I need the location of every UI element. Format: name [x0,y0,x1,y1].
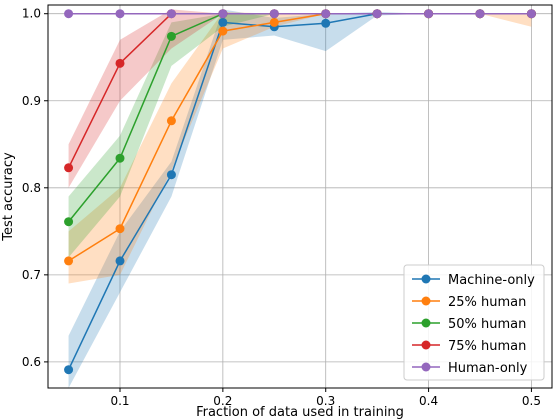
data-point [218,17,228,27]
data-point [372,9,382,19]
legend: Machine-only 25% human 50% human 75% human H… [403,264,545,381]
plot-frame [47,4,553,389]
confidence-bands [68,9,532,389]
data-point [115,256,125,266]
legend-label: 50% human [448,317,526,332]
data-point [269,17,279,27]
series-points [64,9,536,375]
data-point [115,58,125,68]
data-point [424,9,434,19]
data-point [166,9,176,19]
legend-marker [421,318,431,328]
data-point [218,26,228,36]
series-lines [67,12,532,371]
legend-marker [421,274,431,284]
data-point [166,170,176,180]
y-tick-label: 0.7 [22,268,41,282]
legend-marker [421,362,431,372]
data-point [269,9,279,19]
data-point [64,163,74,173]
legend-marker [421,296,431,306]
data-point [321,9,331,19]
x-tick-label: 0.3 [316,394,335,408]
data-point [115,224,125,234]
y-tick-label: 1.0 [22,7,41,21]
data-point [64,217,74,227]
legend-label: 25% human [448,295,526,310]
data-point [321,18,331,28]
data-point [166,31,176,41]
legend-label: Human-only [448,361,528,376]
x-tick-label: 0.4 [419,394,438,408]
y-tick-label: 0.6 [22,355,41,369]
legend-box [403,264,545,381]
tick-layer: 0.1 0.2 0.3 0.4 0.5 0.6 0.7 0.8 0.9 1.0 [22,7,541,408]
data-point [115,9,125,19]
legend-label: Machine-only [448,273,535,288]
data-point [64,256,74,266]
data-point [115,153,125,163]
y-axis-label: Test accuracy [1,152,16,242]
data-point [64,9,74,19]
x-tick-label: 0.5 [522,394,541,408]
legend-marker [421,340,431,350]
legend-label: 75% human [448,339,526,354]
data-point [475,9,485,19]
data-point [166,116,176,126]
x-axis-label: Fraction of data used in training [196,405,404,420]
data-point [218,9,228,19]
confidence-band-0 [68,9,532,389]
confidence-band-1 [68,11,532,284]
data-point [64,365,74,375]
y-tick-label: 0.8 [22,181,41,195]
x-tick-label: 0.1 [110,394,129,408]
data-point [526,9,536,19]
x-tick-label: 0.2 [213,394,232,408]
y-tick-label: 0.9 [22,94,41,108]
